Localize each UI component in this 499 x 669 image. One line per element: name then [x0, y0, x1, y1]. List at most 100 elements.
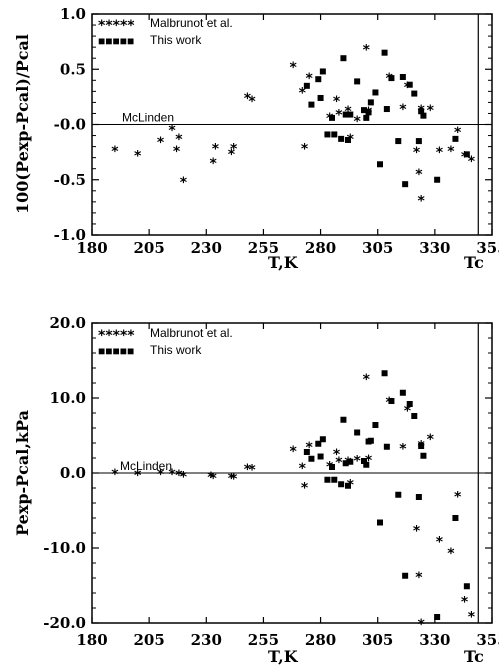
- data-point-malbrunot: *: [168, 467, 176, 483]
- data-point-this-work: [361, 107, 367, 114]
- data-point-malbrunot: *: [436, 145, 444, 161]
- x-tick-label: 280: [305, 239, 336, 257]
- data-point-this-work: [452, 515, 459, 521]
- data-point-this-work: [345, 482, 351, 489]
- data-point-malbrunot: *: [305, 440, 313, 456]
- y-tick-label: -0.5: [54, 171, 86, 189]
- legend-marker-this-work: ■■■■■: [98, 34, 134, 48]
- y-tick-label: 0.5: [60, 60, 86, 78]
- data-point-this-work: [372, 89, 379, 96]
- data-point-this-work: [329, 114, 335, 121]
- data-marks: *************************************: [111, 370, 476, 633]
- data-point-this-work: [324, 476, 331, 483]
- data-point-this-work: [395, 491, 402, 498]
- data-point-malbrunot: *: [335, 107, 343, 123]
- data-point-this-work: [402, 181, 409, 188]
- legend-label-this-work: This work: [150, 33, 202, 47]
- data-point-malbrunot: *: [468, 610, 476, 626]
- data-point-this-work: [342, 111, 349, 118]
- data-point-this-work: [354, 78, 361, 85]
- y-tick-label: 20.0: [49, 314, 86, 332]
- data-point-this-work: [381, 370, 388, 377]
- data-point-malbrunot: *: [468, 154, 476, 170]
- data-point-malbrunot: *: [454, 490, 462, 506]
- data-point-malbrunot: *: [207, 470, 215, 486]
- data-point-malbrunot: *: [134, 468, 142, 484]
- legend-marker-malbrunot: *****: [98, 18, 135, 34]
- data-point-this-work: [303, 82, 310, 89]
- data-point-malbrunot: *: [173, 144, 181, 160]
- data-point-this-work: [347, 111, 354, 118]
- data-point-malbrunot: *: [415, 167, 423, 183]
- data-point-this-work: [319, 68, 326, 75]
- x-tick-label: 255: [248, 239, 279, 257]
- legend-marker-malbrunot: *****: [98, 328, 135, 344]
- x-tick-label: 230: [191, 239, 222, 257]
- data-point-this-work: [452, 135, 459, 142]
- x-tick-label: 330: [419, 631, 450, 649]
- data-point-malbrunot: *: [209, 471, 217, 487]
- data-point-malbrunot: *: [175, 468, 183, 484]
- data-point-malbrunot: *: [399, 442, 407, 458]
- data-point-malbrunot: *: [228, 147, 236, 163]
- y-tick-label: -1.0: [54, 226, 86, 244]
- data-point-this-work: [308, 455, 315, 462]
- data-point-this-work: [345, 136, 351, 143]
- data-point-this-work: [317, 453, 324, 460]
- data-point-malbrunot: *: [134, 148, 142, 164]
- data-point-malbrunot: *: [248, 463, 256, 479]
- data-point-malbrunot: *: [289, 60, 297, 76]
- data-point-this-work: [388, 75, 395, 82]
- data-point-malbrunot: *: [335, 455, 343, 471]
- data-point-this-work: [434, 614, 441, 620]
- data-point-malbrunot: *: [363, 42, 371, 58]
- y-tick-label: 0.0: [60, 464, 86, 482]
- data-point-malbrunot: *: [299, 461, 307, 477]
- data-point-malbrunot: *: [244, 91, 252, 107]
- y-axis-label: Pexp-Pcal,kPa: [13, 410, 32, 536]
- data-point-this-work: [308, 101, 315, 108]
- data-point-this-work: [354, 429, 361, 436]
- data-point-this-work: [377, 161, 383, 168]
- x-tick-label: 205: [133, 239, 164, 257]
- legend-label-malbrunot: Malbrunot et al.: [150, 326, 233, 340]
- x-tick-label: 305: [362, 631, 393, 649]
- x-tick-label: 355: [476, 239, 499, 257]
- data-point-malbrunot: *: [365, 453, 373, 469]
- data-marks: **************************************: [111, 42, 476, 209]
- data-point-this-work: [418, 108, 425, 115]
- data-point-malbrunot: *: [228, 471, 236, 487]
- tc-label: Tc: [464, 253, 484, 272]
- data-point-this-work: [402, 572, 409, 579]
- data-point-malbrunot: *: [436, 535, 444, 551]
- data-point-this-work: [367, 99, 374, 106]
- x-tick-label: 180: [76, 239, 107, 257]
- data-point-malbrunot: *: [353, 454, 361, 470]
- y-tick-label: 10.0: [49, 389, 86, 407]
- data-point-this-work: [406, 401, 413, 407]
- data-point-this-work: [338, 135, 345, 142]
- data-point-malbrunot: *: [353, 114, 361, 130]
- data-point-malbrunot: *: [417, 617, 425, 633]
- legend-label-this-work: This work: [150, 343, 202, 357]
- data-point-malbrunot: *: [399, 102, 407, 118]
- data-point-this-work: [411, 413, 418, 419]
- data-point-malbrunot: *: [454, 125, 462, 141]
- data-point-malbrunot: *: [230, 142, 238, 158]
- data-point-this-work: [363, 461, 370, 468]
- data-point-this-work: [383, 443, 390, 450]
- data-point-this-work: [340, 416, 347, 423]
- x-tick-label: 280: [305, 631, 336, 649]
- data-point-malbrunot: *: [333, 94, 341, 110]
- data-point-malbrunot: *: [157, 467, 165, 483]
- data-point-this-work: [399, 389, 406, 396]
- data-point-this-work: [434, 176, 441, 183]
- data-point-malbrunot: *: [413, 523, 421, 539]
- data-point-malbrunot: *: [447, 144, 455, 160]
- data-point-this-work: [331, 131, 338, 138]
- data-point-this-work: [317, 94, 324, 101]
- data-point-malbrunot: *: [404, 403, 412, 419]
- data-point-this-work: [381, 49, 388, 56]
- y-tick-label: -0.0: [54, 116, 86, 134]
